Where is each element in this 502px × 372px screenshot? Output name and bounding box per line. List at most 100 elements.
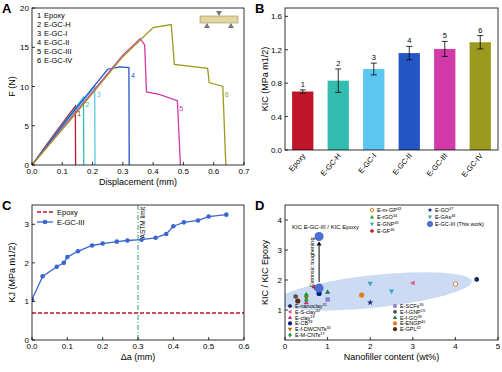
- legend-label: Epoxy: [57, 208, 78, 217]
- x-tick: [213, 162, 214, 165]
- legend-ref: 32: [316, 309, 320, 313]
- legend-label: E-M-CNTs17: [295, 332, 325, 338]
- error-bar: [442, 41, 448, 56]
- legend-marker: [288, 304, 292, 308]
- legend-label: E-GNP45: [377, 221, 399, 227]
- error-bar: [335, 69, 341, 92]
- point: [65, 255, 70, 260]
- legend-number: 4: [37, 38, 41, 47]
- inset-beam: [200, 16, 238, 23]
- bar-number: 3: [372, 53, 376, 62]
- annotation: KIC E-GC-III / KIC Epoxy: [292, 224, 359, 230]
- x-tick: [455, 337, 456, 340]
- bar: [363, 69, 384, 150]
- y-tick-label: 4: [278, 216, 283, 225]
- x-axis-label: Nanofiller content (wt%): [344, 352, 440, 362]
- y-tick-label: 2: [25, 259, 30, 268]
- point: [367, 299, 373, 305]
- x-tick-label: 5: [496, 342, 501, 351]
- series-line: [32, 312, 244, 313]
- legend-label: E-GC-IV: [44, 56, 72, 65]
- y-tick: [32, 340, 35, 341]
- legend-ref: 43: [397, 207, 401, 211]
- legend-name: E-GO: [435, 207, 450, 213]
- point: [325, 289, 330, 294]
- point: [389, 290, 394, 295]
- x-tick: [183, 162, 184, 165]
- legend-name: E-GAs: [435, 214, 451, 220]
- legend-marker: [428, 216, 432, 220]
- curve-number: 6: [225, 91, 229, 98]
- y-tick-label: 0.0: [271, 146, 283, 155]
- y-tick-label: 3: [278, 246, 283, 255]
- series-line: [32, 39, 180, 165]
- legend-ref: 36: [419, 303, 423, 307]
- error-bar: [477, 36, 483, 49]
- legend-number: 3: [37, 29, 41, 38]
- point: [315, 232, 324, 241]
- plot-frame: [285, 8, 498, 150]
- bar: [292, 92, 313, 150]
- legend-ref: 42: [417, 326, 421, 330]
- legend-marker: [393, 310, 397, 314]
- legend-ref: 34: [326, 326, 331, 330]
- panel: KIC E-GC-III / KIC Epoxy Extrinsic toughe…: [255, 198, 501, 362]
- x-tick-label: 1: [325, 342, 330, 351]
- legend-name: E-m-GP: [377, 207, 397, 213]
- x-tick: [370, 337, 371, 340]
- legend-marker: [288, 315, 292, 319]
- x-tick: [62, 162, 63, 165]
- legend-name: E-GF: [377, 228, 391, 234]
- y-tick: [32, 301, 35, 302]
- legend-number: 6: [37, 56, 41, 65]
- series-line: [32, 67, 129, 165]
- point: [90, 243, 95, 248]
- y-axis-label: KIC / KIC Epoxy: [260, 239, 270, 305]
- legend-label: E-m-GP43: [377, 207, 401, 213]
- legend-ref: 18: [310, 315, 314, 319]
- arrow-head: [317, 242, 322, 246]
- x-tick-label: 4: [453, 342, 458, 351]
- point: [315, 284, 324, 293]
- point: [153, 235, 158, 240]
- y-tick-label: 5: [25, 122, 30, 131]
- y-tick: [32, 165, 35, 166]
- y-tick: [285, 220, 288, 221]
- category-label: E-GC-I: [356, 152, 378, 176]
- point: [359, 292, 364, 297]
- series-line: [32, 215, 226, 300]
- data-group: [32, 24, 226, 165]
- y-tick-label: 1.2: [271, 46, 283, 55]
- x-tick-label: 0.3: [132, 342, 144, 351]
- x-tick-label: 0.1: [57, 167, 69, 176]
- point: [224, 212, 229, 217]
- legend-name: E-GNP: [377, 221, 395, 227]
- point: [304, 297, 309, 302]
- legend-ref: 17: [320, 332, 324, 336]
- error-bar: [406, 46, 412, 59]
- y-tick: [285, 83, 288, 84]
- y-tick: [285, 280, 288, 281]
- x-tick-label: 0: [283, 342, 288, 351]
- point: [474, 277, 479, 282]
- x-tick-label: 0.4: [148, 167, 160, 176]
- x-tick-label: 0.1: [62, 342, 74, 351]
- legend-label: E-GPL42: [400, 326, 421, 332]
- x-tick-label: 0.4: [168, 342, 180, 351]
- legend-marker: [288, 328, 292, 332]
- panel-letter: B: [255, 1, 264, 16]
- point: [196, 218, 201, 223]
- point: [115, 239, 120, 244]
- x-tick-label: 0.3: [117, 167, 129, 176]
- annotation: Extrinsic toughening: [309, 238, 315, 288]
- y-tick: [285, 310, 288, 311]
- panel: ASTM limitEpoxyE-GC-III0.00.10.20.30.40.…: [2, 198, 250, 362]
- y-axis-label: KJ (MPa m1/2): [7, 242, 17, 302]
- category-label: E-GC-III: [425, 152, 450, 179]
- point: [410, 280, 415, 285]
- legend-name: E-rGO: [377, 214, 394, 220]
- legend-marker: [370, 229, 374, 233]
- panel: 1Epoxy2E-GC-H3E-GC-I4E-GC-II5E-GC-III6E-…: [255, 1, 498, 179]
- error-bar: [371, 63, 377, 75]
- bar: [470, 42, 491, 150]
